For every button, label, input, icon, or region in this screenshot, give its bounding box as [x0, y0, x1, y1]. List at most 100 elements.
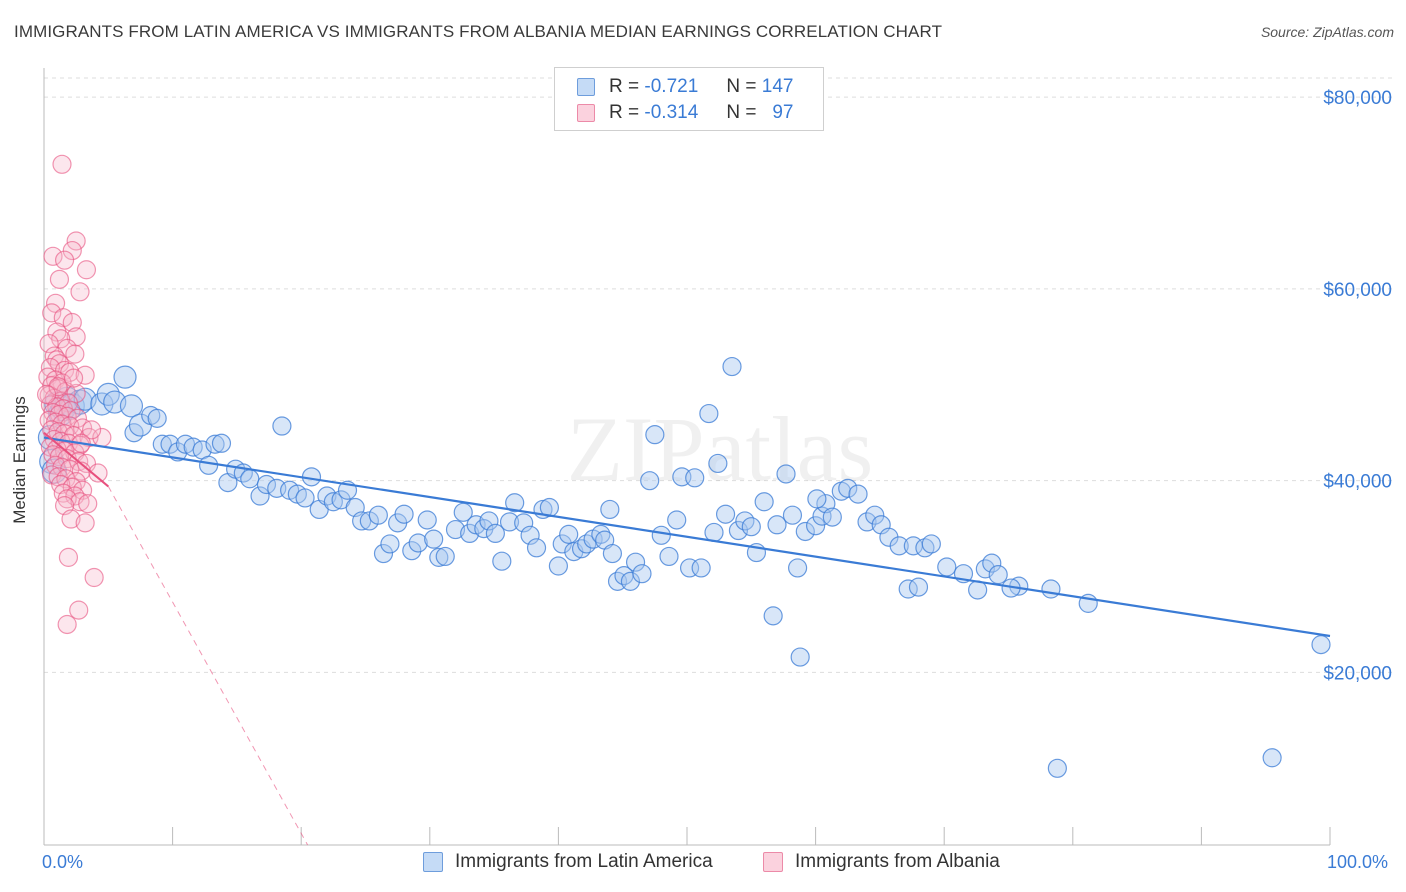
legend-swatch-blue	[577, 78, 595, 96]
data-point	[175, 434, 196, 454]
data-point	[741, 517, 761, 537]
data-point	[81, 420, 102, 440]
trend-line-albania	[43, 431, 109, 488]
data-point	[96, 382, 120, 406]
data-point	[57, 614, 77, 635]
data-point	[520, 525, 540, 545]
legend-n-value: 147	[761, 76, 794, 97]
data-point	[728, 520, 749, 541]
data-point	[776, 464, 796, 484]
data-point	[49, 269, 70, 289]
data-point	[651, 525, 671, 545]
correlation-legend: R = -0.721 N = 147 R = -0.314 N = 97	[554, 67, 824, 131]
trend-line-latin-america	[43, 436, 1331, 638]
legend-n-label: N =	[726, 102, 757, 123]
y-tick-label: $40,000	[1323, 472, 1392, 493]
data-point	[75, 365, 95, 385]
data-point	[408, 533, 428, 553]
data-point	[256, 474, 277, 495]
data-point	[199, 455, 219, 475]
x-axis-max-label: 100.0%	[1327, 852, 1389, 872]
legend-r-label: R =	[609, 76, 640, 97]
data-point	[417, 510, 437, 530]
data-point	[394, 504, 414, 524]
data-point	[272, 416, 292, 436]
data-point	[380, 534, 400, 554]
data-point	[526, 538, 547, 558]
data-point	[88, 463, 108, 483]
data-point	[75, 513, 95, 533]
data-point	[368, 505, 388, 525]
data-point	[782, 505, 803, 525]
gridlines	[44, 77, 1392, 673]
trend-line-albania-extension	[107, 486, 309, 846]
data-point	[1041, 579, 1061, 599]
data-point	[499, 512, 520, 532]
data-point	[704, 522, 724, 543]
y-tick-labels: $20,000 $40,000 $60,000 $80,000	[1323, 88, 1392, 684]
data-point	[152, 434, 172, 454]
data-point	[857, 512, 877, 532]
legend-row-latin-america: R = -0.721 N = 147	[577, 74, 793, 100]
data-point	[805, 516, 826, 536]
data-point	[559, 524, 579, 544]
data-point	[548, 556, 569, 576]
data-point	[679, 558, 700, 578]
data-point	[645, 425, 665, 445]
legend-swatch-pink	[577, 104, 595, 122]
data-point	[66, 383, 86, 404]
data-point	[787, 558, 808, 578]
watermark: ZIPatlas	[567, 398, 874, 500]
data-point	[479, 511, 499, 531]
data-point	[113, 365, 137, 389]
data-point	[790, 647, 810, 667]
chart-title: IMMIGRANTS FROM LATIN AMERICA VS IMMIGRA…	[14, 22, 943, 41]
source-label: Source: ZipAtlas.com	[1260, 24, 1394, 40]
x-axis-min-label: 0.0%	[42, 852, 84, 872]
data-point	[373, 543, 394, 564]
legend-r-label: R =	[609, 102, 640, 123]
data-point	[66, 231, 86, 251]
trend-lines	[43, 431, 1331, 846]
data-point	[691, 558, 711, 578]
data-point	[1262, 748, 1282, 768]
data-point	[767, 515, 787, 535]
data-point	[659, 546, 679, 567]
data-point	[435, 546, 455, 567]
data-point	[1047, 758, 1067, 778]
data-point	[715, 504, 736, 524]
data-point	[402, 541, 422, 561]
data-point	[492, 551, 512, 571]
data-point	[908, 577, 929, 597]
bottom-legend-swatch-pink	[763, 852, 783, 872]
data-point	[838, 478, 858, 498]
data-point	[352, 511, 372, 531]
legend-r-value: -0.314	[644, 102, 699, 123]
data-point	[323, 492, 343, 512]
data-point	[865, 505, 885, 525]
data-point	[42, 303, 62, 323]
data-point	[52, 457, 72, 477]
data-point	[602, 543, 623, 564]
data-point	[63, 368, 84, 388]
data-point	[982, 553, 1002, 573]
data-point	[78, 494, 98, 514]
data-point	[1311, 635, 1331, 655]
data-point	[640, 471, 660, 491]
data-point	[822, 507, 842, 527]
bottom-legend-label: Immigrants from Albania	[795, 851, 1000, 872]
data-point	[240, 469, 260, 489]
bottom-legend-label: Immigrants from Latin America	[455, 851, 713, 872]
data-point	[988, 565, 1008, 585]
legend-n-label: N =	[726, 76, 757, 97]
data-point	[937, 557, 957, 577]
data-point	[921, 534, 941, 554]
y-tick-label: $20,000	[1323, 663, 1392, 684]
data-point	[552, 534, 572, 554]
data-point	[763, 606, 783, 626]
legend-n-value: 97	[772, 102, 794, 123]
bottom-legend-latin-america: Immigrants from Latin America	[423, 851, 713, 873]
data-point	[754, 492, 774, 512]
bottom-legend-albania: Immigrants from Albania	[763, 851, 1000, 873]
y-axis-label: Median Earnings	[10, 396, 29, 524]
